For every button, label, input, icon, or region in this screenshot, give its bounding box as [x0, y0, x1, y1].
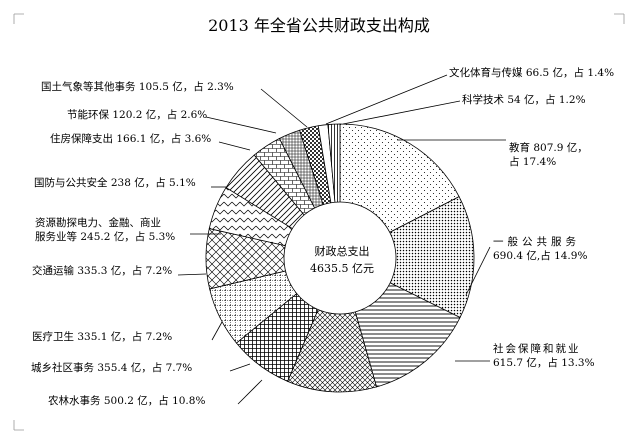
- page-corners: [13, 13, 625, 431]
- slice-label-10-line-1: 住房保障支出 166.1 亿，占 3.6%: [50, 132, 211, 145]
- slice-label-8-line-2: 服务业等 245.2 亿，占 5.3%: [35, 230, 175, 243]
- chart-title: 2013 年全省公共财政支出构成: [208, 16, 430, 35]
- slice-label-1-line-2: 占 17.4%: [509, 155, 556, 168]
- slice-label-14-line-1: 文化体育与传媒 66.5 亿，占 1.4%: [449, 66, 614, 79]
- leader-line-11: [205, 116, 277, 134]
- slice-label-3-line-1: 社会保障和就业: [493, 342, 581, 355]
- slice-2: [339, 196, 475, 319]
- slice-label-2-line-2: 690.4 亿,占 14.9%: [493, 249, 587, 262]
- leader-line-2: [465, 246, 491, 296]
- slice-label-6-line-1: 医疗卫生 335.1 亿，占 7.2%: [32, 330, 172, 343]
- slice-label-8-line-1: 资源勘探电力、金融、商业: [35, 216, 161, 229]
- slice-label-5-line-1: 城乡社区事务 355.4 亿，占 7.7%: [31, 361, 192, 374]
- slice-label-7-line-1: 交通运输 335.3 亿，占 7.2%: [32, 264, 172, 277]
- leader-line-7: [177, 273, 207, 276]
- leader-line-13: [342, 100, 461, 125]
- center-label-line2: 4635.5 亿元: [310, 262, 374, 275]
- slice-label-3-line-2: 615.7 亿，占 13.3%: [493, 356, 595, 369]
- leader-line-10: [218, 141, 251, 151]
- slice-4: [287, 256, 378, 393]
- leader-line-4: [237, 379, 263, 405]
- leader-line-5: [229, 363, 251, 372]
- slice-label-13-line-1: 科学技术 54 亿，占 1.2%: [462, 93, 586, 106]
- leader-line-14: [325, 74, 448, 125]
- slice-label-2-line-1: 一般公共服务: [493, 235, 580, 248]
- slice-label-4-line-1: 农林水事务 500.2 亿，占 10.8%: [48, 394, 205, 407]
- slice-label-11-line-1: 节能环保 120.2 亿，占 2.6%: [67, 108, 207, 121]
- pie-center-hole: [283, 201, 397, 315]
- leader-line-6: [211, 321, 223, 341]
- slice-label-1-line-1: 教育 807.9 亿，: [509, 141, 588, 154]
- slice-label-9-line-1: 国防与公共安全 238 亿，占 5.1%: [34, 176, 196, 189]
- slice-label-12-line-1: 国土气象等其他事务 105.5 亿，占 2.3%: [41, 80, 234, 93]
- leader-lines: [177, 74, 506, 405]
- center-label-line1: 财政总支出: [315, 244, 370, 258]
- leader-line-12: [260, 88, 308, 128]
